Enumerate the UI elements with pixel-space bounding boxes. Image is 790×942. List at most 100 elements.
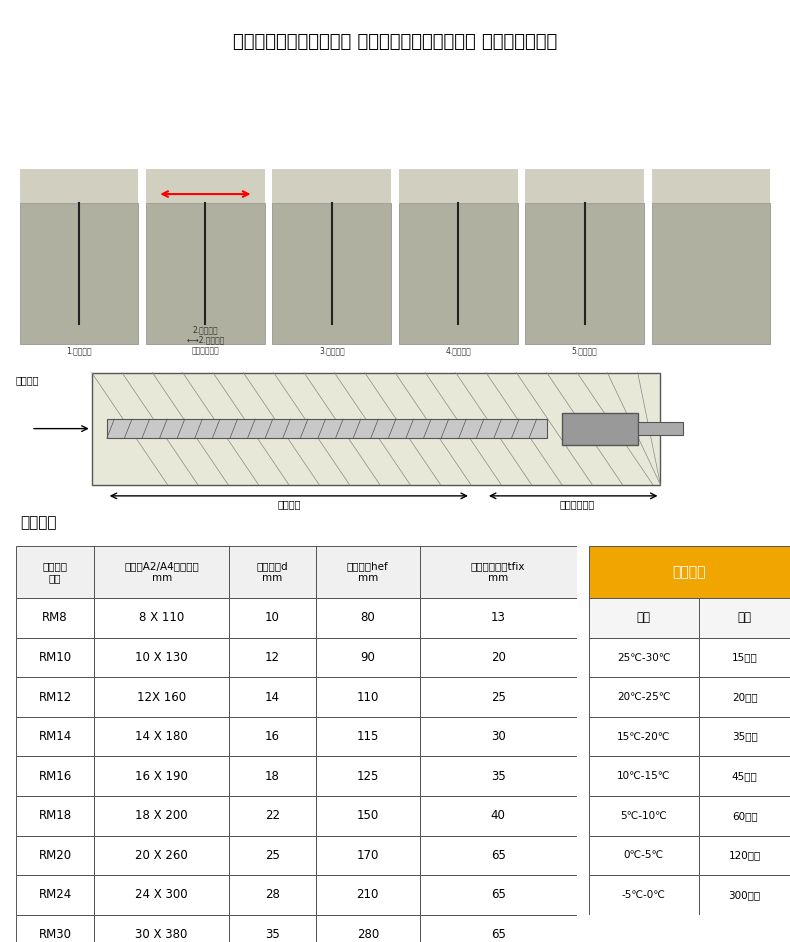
Text: 最大锚固厚度: 最大锚固厚度	[559, 498, 595, 509]
Text: 45分钟: 45分钟	[732, 771, 758, 781]
Text: 13: 13	[491, 611, 506, 625]
Text: 14 X 180: 14 X 180	[135, 730, 188, 743]
Bar	[589, 677, 699, 717]
Bar	[699, 875, 790, 915]
Bar	[699, 796, 790, 836]
Bar	[16, 756, 94, 796]
Bar	[316, 915, 419, 942]
Text: 65: 65	[491, 888, 506, 901]
Bar	[16, 875, 94, 915]
Text: 20分钟: 20分钟	[732, 692, 758, 702]
Text: 65: 65	[491, 849, 506, 862]
Bar	[316, 677, 419, 717]
Bar	[94, 677, 229, 717]
Text: 4.插入螺丝: 4.插入螺丝	[446, 346, 471, 355]
Bar	[316, 717, 419, 756]
Bar	[146, 203, 265, 344]
Text: 钻孔深度: 钻孔深度	[277, 498, 300, 509]
Bar	[699, 756, 790, 796]
Text: 钻孔直径: 钻孔直径	[16, 376, 40, 385]
Text: 12: 12	[265, 651, 280, 664]
Bar	[229, 836, 316, 875]
Bar	[229, 677, 316, 717]
Text: 18: 18	[265, 770, 280, 783]
Bar	[638, 422, 683, 435]
Bar	[652, 169, 770, 203]
Bar	[273, 203, 391, 344]
Text: RM8: RM8	[42, 611, 68, 625]
Text: 艾衣奴栀: 艾衣奴栀	[21, 515, 57, 530]
Text: 10℃-15℃: 10℃-15℃	[617, 771, 671, 781]
Bar	[316, 756, 419, 796]
Text: 25: 25	[265, 849, 280, 862]
Bar	[316, 796, 419, 836]
Text: 10 X 130: 10 X 130	[135, 651, 188, 664]
Bar	[94, 756, 229, 796]
Bar	[589, 836, 699, 875]
Bar	[399, 203, 517, 344]
Text: RM18: RM18	[39, 809, 72, 822]
Text: 15℃-20℃: 15℃-20℃	[617, 732, 671, 741]
Text: 螺杆（A2/A4不锈钢）
mm: 螺杆（A2/A4不锈钢） mm	[124, 561, 199, 583]
Bar	[94, 546, 229, 598]
Bar	[589, 756, 699, 796]
Bar	[229, 717, 316, 756]
Bar	[94, 915, 229, 942]
Bar	[419, 546, 577, 598]
Text: 3.放入药剂: 3.放入药剂	[319, 346, 344, 355]
Text: 22: 22	[265, 809, 280, 822]
Text: 35: 35	[491, 770, 506, 783]
Bar	[562, 413, 638, 445]
Bar	[16, 677, 94, 717]
Text: 化学胶管
型号: 化学胶管 型号	[43, 561, 68, 583]
Bar	[589, 875, 699, 915]
Bar	[419, 836, 577, 875]
Bar	[273, 169, 391, 203]
Text: 14: 14	[265, 690, 280, 704]
Bar	[146, 169, 265, 203]
Text: RM16: RM16	[39, 770, 72, 783]
Bar	[699, 638, 790, 677]
Text: 固化时间: 固化时间	[672, 565, 706, 579]
Text: 120分钟: 120分钟	[728, 851, 761, 860]
Bar	[16, 836, 94, 875]
Bar	[699, 677, 790, 717]
Text: 300分钟: 300分钟	[728, 890, 761, 900]
Bar	[525, 203, 644, 344]
Text: 40: 40	[491, 809, 506, 822]
Text: 拟钻孔深度在钻头做记号 用吸尘器或者空气压缩机 用刷子清除粉屑: 拟钻孔深度在钻头做记号 用吸尘器或者空气压缩机 用刷子清除粉屑	[233, 33, 557, 52]
Text: 8 X 110: 8 X 110	[139, 611, 184, 625]
Text: 5℃-10℃: 5℃-10℃	[620, 811, 668, 820]
Text: 28: 28	[265, 888, 280, 901]
Bar	[94, 546, 229, 598]
Bar	[229, 546, 316, 598]
Text: 115: 115	[356, 730, 379, 743]
Bar	[589, 546, 790, 598]
Text: 125: 125	[356, 770, 379, 783]
Bar	[589, 598, 699, 638]
Bar	[229, 546, 316, 598]
Bar	[419, 546, 577, 598]
Bar	[419, 717, 577, 756]
Text: 60分钟: 60分钟	[732, 811, 758, 820]
Text: 30: 30	[491, 730, 506, 743]
Bar	[419, 915, 577, 942]
Bar	[525, 169, 644, 203]
Bar	[419, 598, 577, 638]
Bar	[94, 875, 229, 915]
Bar	[316, 836, 419, 875]
Text: 20: 20	[491, 651, 506, 664]
Bar	[419, 875, 577, 915]
Bar	[589, 638, 699, 677]
Bar	[316, 875, 419, 915]
Text: 25: 25	[491, 690, 506, 704]
Text: 25℃-30℃: 25℃-30℃	[617, 653, 671, 662]
Bar	[107, 419, 547, 438]
Bar	[589, 796, 699, 836]
Text: RM20: RM20	[39, 849, 72, 862]
Bar	[16, 546, 94, 598]
Text: 16: 16	[265, 730, 280, 743]
Bar	[699, 836, 790, 875]
Bar	[419, 638, 577, 677]
Text: 24 X 300: 24 X 300	[135, 888, 188, 901]
